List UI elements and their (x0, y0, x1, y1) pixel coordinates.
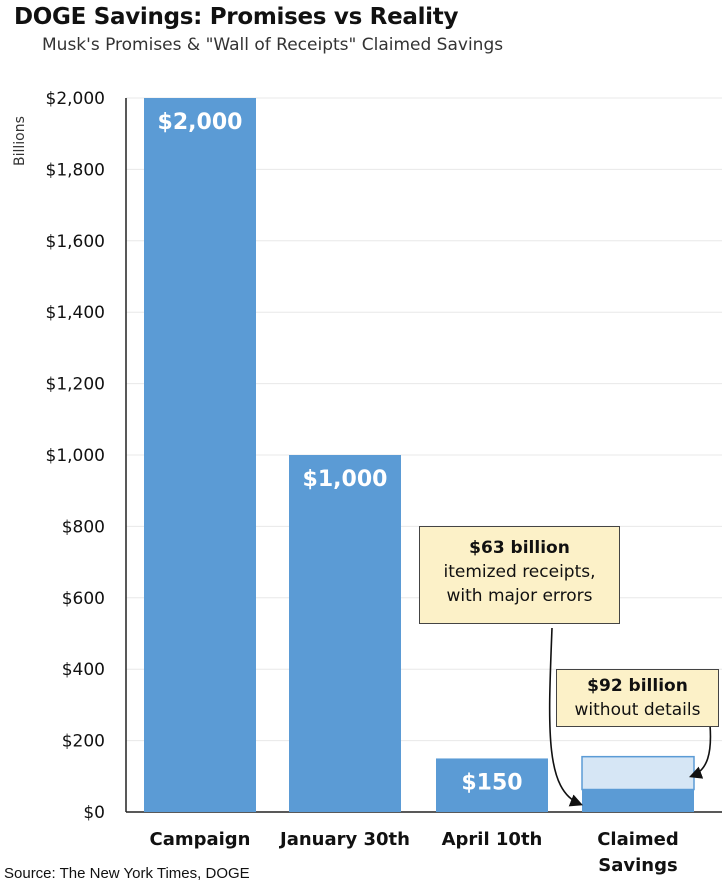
x-tick-label: January 30th (278, 829, 410, 850)
bar-value-label: $150 (461, 770, 522, 795)
bar-value-label: $1,000 (303, 467, 388, 492)
bar-april-10th (436, 758, 548, 812)
x-tick-label: April 10th (442, 829, 543, 850)
annotation-63-line-2: with major errors (446, 586, 593, 606)
y-tick-label: $1,400 (46, 303, 105, 323)
annotation-63-billion: $63 billion itemized receipts, with majo… (419, 526, 620, 624)
source-note: Source: The New York Times, DOGE (4, 865, 250, 882)
annotation-arrow-63 (548, 627, 583, 807)
bar-january-30th (289, 455, 401, 812)
annotation-63-line-1: itemized receipts, (443, 562, 596, 582)
bar-value-label: $2,000 (158, 110, 243, 135)
y-tick-label: $800 (62, 517, 105, 537)
y-tick-label: $1,800 (46, 160, 105, 180)
annotation-63-bold: $63 billion (469, 538, 570, 558)
y-tick-label: $1,000 (46, 446, 105, 466)
y-tick-label: $400 (62, 660, 105, 680)
y-tick-label: $1,200 (46, 375, 105, 395)
annotation-92-bold: $92 billion (587, 676, 688, 696)
x-tick-label: Claimed (597, 829, 679, 850)
chart-title: DOGE Savings: Promises vs Reality (14, 4, 459, 30)
annotation-92-line-1: without details (574, 700, 701, 720)
y-axis-label: Billions (12, 116, 28, 166)
bar-claimed-itemized (582, 789, 694, 812)
bar-campaign (144, 98, 256, 812)
y-tick-label: $1,600 (46, 232, 105, 252)
x-tick-label: Campaign (149, 829, 250, 850)
annotation-92-billion: $92 billion without details (556, 669, 719, 727)
annotation-arrow-92 (689, 724, 712, 779)
y-tick-label: $0 (83, 803, 105, 823)
bar-claimed-without-details (581, 755, 695, 791)
y-tick-label: $2,000 (46, 89, 105, 109)
x-tick-label: Savings (598, 855, 677, 876)
chart-subtitle: Musk's Promises & "Wall of Receipts" Cla… (42, 35, 504, 55)
y-tick-label: $600 (62, 589, 105, 609)
y-tick-label: $200 (62, 732, 105, 752)
